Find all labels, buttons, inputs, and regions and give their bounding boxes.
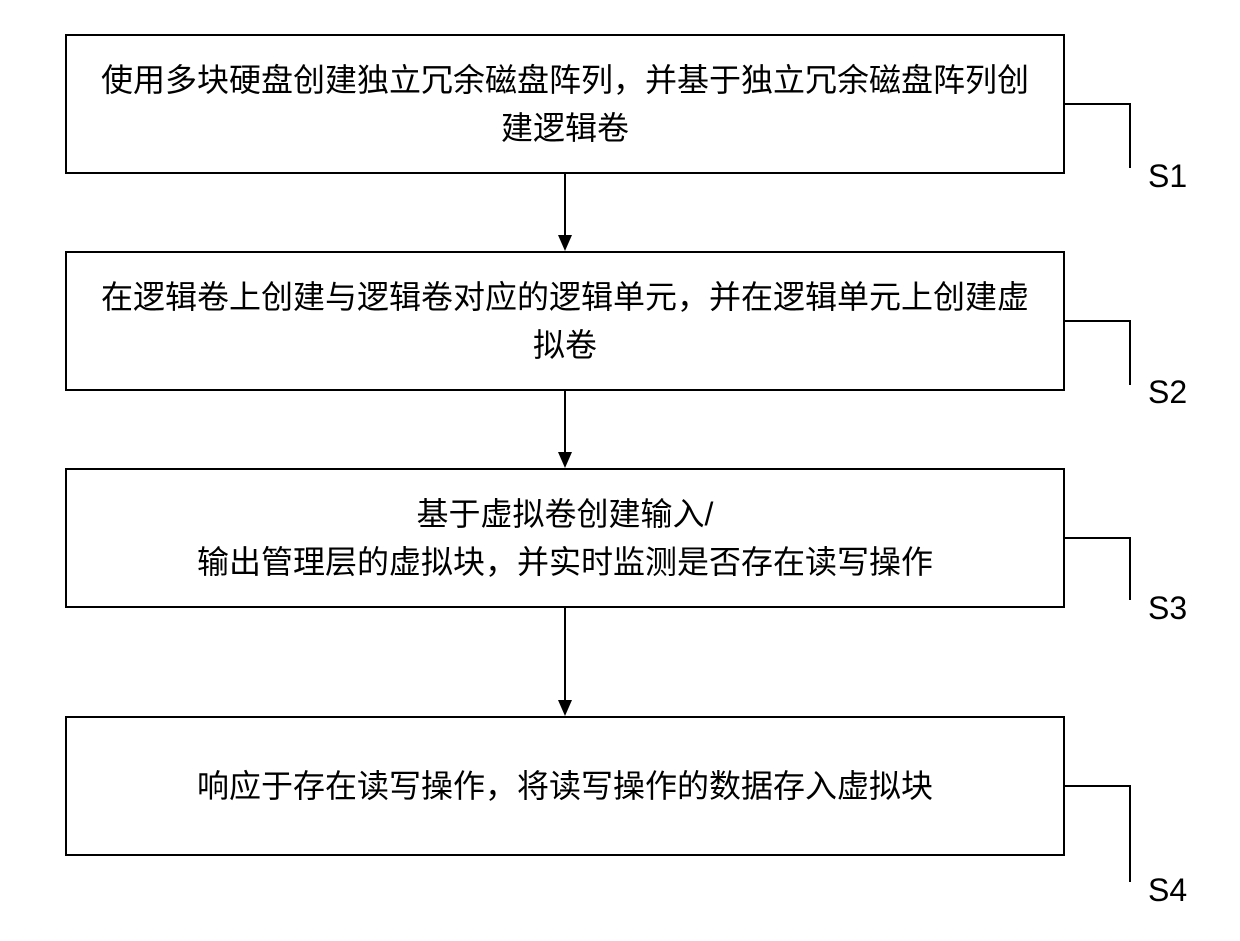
flowchart-step-s1-leader [1063, 102, 1132, 170]
flowchart-step-s3-text: 基于虚拟卷创建输入/输出管理层的虚拟块，并实时监测是否存在读写操作 [197, 490, 933, 586]
flowchart-step-s2-label: S2 [1148, 374, 1187, 411]
flowchart-step-s2-leader [1063, 319, 1132, 387]
flowchart-arrow-s3-s4 [556, 608, 574, 716]
flowchart-step-s1-text: 使用多块硬盘创建独立冗余磁盘阵列，并基于独立冗余磁盘阵列创建逻辑卷 [87, 56, 1043, 152]
flowchart-step-s2-text: 在逻辑卷上创建与逻辑卷对应的逻辑单元，并在逻辑单元上创建虚拟卷 [87, 273, 1043, 369]
flowchart-canvas: 使用多块硬盘创建独立冗余磁盘阵列，并基于独立冗余磁盘阵列创建逻辑卷 S1 在逻辑… [0, 0, 1240, 941]
flowchart-arrow-s1-s2 [556, 174, 574, 251]
flowchart-arrow-s2-s3 [556, 391, 574, 468]
flowchart-step-s1-label: S1 [1148, 158, 1187, 195]
flowchart-step-s4-leader [1063, 784, 1132, 884]
flowchart-step-s3-label: S3 [1148, 590, 1187, 627]
flowchart-step-s4-label: S4 [1148, 872, 1187, 909]
flowchart-step-s3-leader [1063, 536, 1132, 602]
flowchart-step-s2: 在逻辑卷上创建与逻辑卷对应的逻辑单元，并在逻辑单元上创建虚拟卷 [65, 251, 1065, 391]
flowchart-step-s4-text: 响应于存在读写操作，将读写操作的数据存入虚拟块 [197, 762, 933, 810]
flowchart-step-s4: 响应于存在读写操作，将读写操作的数据存入虚拟块 [65, 716, 1065, 856]
flowchart-step-s1: 使用多块硬盘创建独立冗余磁盘阵列，并基于独立冗余磁盘阵列创建逻辑卷 [65, 34, 1065, 174]
flowchart-step-s3: 基于虚拟卷创建输入/输出管理层的虚拟块，并实时监测是否存在读写操作 [65, 468, 1065, 608]
